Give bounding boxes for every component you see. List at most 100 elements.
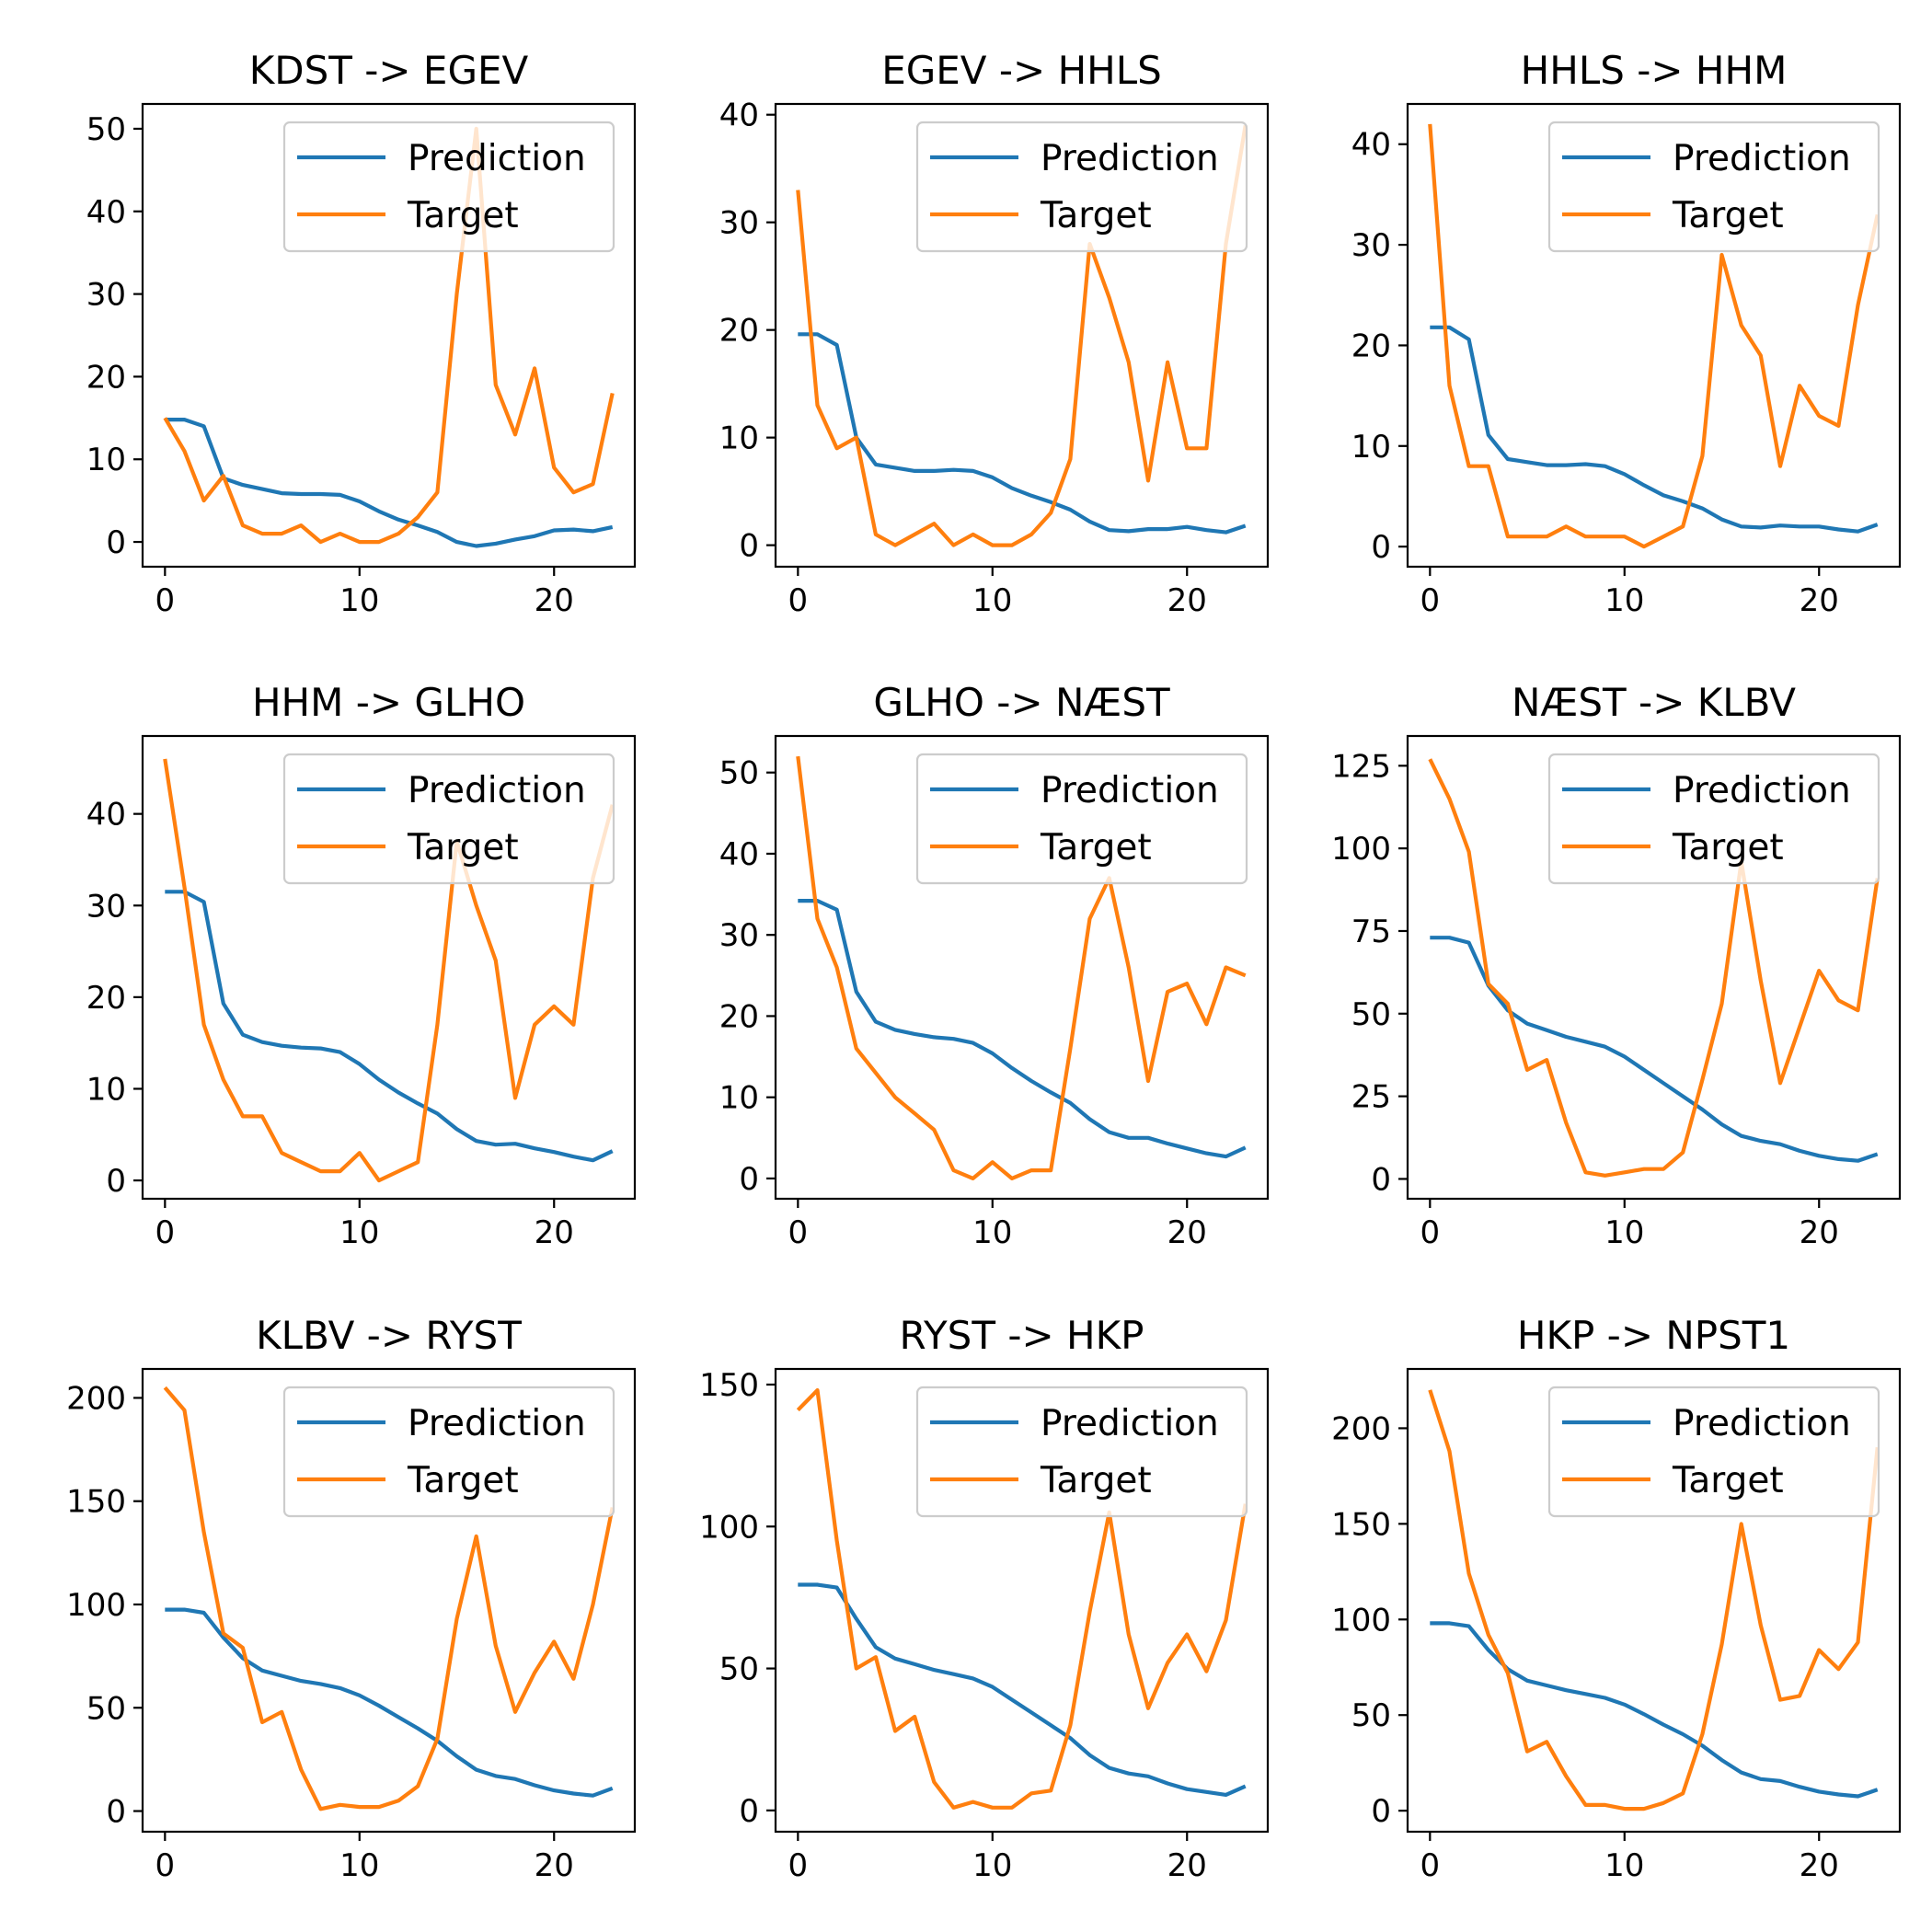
series-group	[796, 1387, 1248, 1810]
y-tick-label: 100	[699, 1509, 759, 1546]
x-tick-label: 10	[972, 582, 1012, 619]
series-group	[1428, 1389, 1880, 1811]
subplot-1: KDST -> EGEV 0 10 20 0 10 20 30 40 50 Prediction Ta…	[86, 48, 637, 619]
y-tick-label: 40	[719, 98, 759, 134]
series-line-prediction	[798, 898, 1247, 1159]
y-tick-label: 10	[86, 442, 126, 478]
axes-frame	[141, 734, 637, 1201]
legend: Prediction Target	[282, 121, 615, 253]
series-line-target	[796, 125, 1248, 547]
axes-frame	[774, 1367, 1270, 1834]
subplot-title: HKP -> NPST1	[1517, 1313, 1790, 1358]
x-tick-label: 0	[155, 1214, 175, 1251]
legend-label-target: Target	[1040, 827, 1152, 868]
legend-label-prediction: Prediction	[1673, 1403, 1851, 1444]
x-tick-label: 20	[535, 1214, 574, 1251]
series-line-target	[163, 126, 615, 545]
subplot-3: HHLS -> HHM 0 10 20 0 10 20 30 40 Prediction Targe…	[1351, 48, 1902, 619]
x-tick-label: 10	[1604, 1847, 1644, 1884]
x-tick-label: 0	[155, 582, 175, 619]
y-tick-label: 0	[106, 524, 126, 561]
y-tick-label: 30	[86, 277, 126, 314]
y-tick-label: 50	[719, 1651, 759, 1688]
x-tick-label: 0	[155, 1847, 175, 1884]
y-tick-label: 200	[66, 1380, 126, 1417]
legend-label-prediction: Prediction	[1673, 770, 1851, 811]
y-tick-label: 0	[106, 1794, 126, 1831]
y-tick-label: 100	[66, 1587, 126, 1624]
y-tick-label: 40	[86, 194, 126, 231]
y-tick-label: 40	[1351, 127, 1391, 164]
axes-frame	[1406, 102, 1902, 569]
subplot-6: NÆST -> KLBV 0 10 20 0 25 50 75 100 125 Prediction…	[1331, 680, 1902, 1251]
series-group	[163, 758, 615, 1183]
legend: Prediction Target	[282, 1386, 615, 1518]
y-tick-label: 150	[699, 1367, 759, 1404]
y-tick-label: 100	[1331, 1602, 1391, 1639]
legend-label-prediction: Prediction	[408, 1403, 586, 1444]
y-tick-label: 150	[66, 1484, 126, 1521]
y-tick-label: 125	[1331, 748, 1391, 785]
x-tick-label: 0	[788, 1214, 808, 1251]
y-tick-label: 50	[1351, 1697, 1391, 1734]
y-tick-label: 30	[719, 205, 759, 242]
series-group	[163, 126, 615, 548]
series-line-prediction	[1430, 936, 1879, 1163]
x-tick-label: 10	[339, 582, 379, 619]
subplot-title: GLHO -> NÆST	[873, 680, 1170, 725]
y-tick-label: 20	[719, 998, 759, 1035]
subplot-title: RYST -> HKP	[900, 1313, 1144, 1358]
legend-box	[1547, 1386, 1880, 1518]
y-tick-label: 50	[86, 1690, 126, 1727]
y-tick-label: 20	[86, 980, 126, 1017]
y-tick-label: 0	[1371, 1161, 1391, 1198]
y-tick-label: 25	[1351, 1079, 1391, 1116]
y-tick-label: 40	[719, 836, 759, 873]
y-tick-label: 40	[86, 797, 126, 834]
legend: Prediction Target	[1547, 121, 1880, 253]
axes-frame	[1406, 1367, 1902, 1834]
legend: Prediction Target	[1547, 753, 1880, 885]
legend-label-target: Target	[1672, 827, 1784, 868]
legend-label-prediction: Prediction	[1673, 138, 1851, 179]
x-tick-label: 20	[1167, 582, 1207, 619]
subplot-title: KDST -> EGEV	[249, 48, 529, 93]
subplot-title: HHLS -> HHM	[1521, 48, 1788, 93]
legend: Prediction Target	[915, 121, 1248, 253]
x-tick-label: 20	[535, 582, 574, 619]
series-line-target	[163, 758, 615, 1183]
legend-box	[1547, 753, 1880, 885]
legend-label-target: Target	[1040, 1460, 1152, 1501]
y-tick-label: 50	[1351, 996, 1391, 1033]
subplot-title: NÆST -> KLBV	[1512, 680, 1796, 725]
series-group	[163, 1386, 615, 1811]
legend-label-prediction: Prediction	[1041, 1403, 1219, 1444]
x-tick-label: 0	[788, 1847, 808, 1884]
x-tick-label: 20	[1800, 1214, 1839, 1251]
x-tick-label: 10	[1604, 1214, 1644, 1251]
x-tick-label: 20	[1800, 1847, 1839, 1884]
series-group	[1428, 758, 1880, 1178]
y-tick-label: 0	[739, 528, 759, 565]
x-tick-label: 10	[1604, 582, 1644, 619]
y-tick-label: 10	[719, 420, 759, 457]
axes-frame	[774, 102, 1270, 569]
y-tick-label: 20	[1351, 328, 1391, 364]
y-tick-label: 10	[1351, 429, 1391, 466]
y-tick-label: 30	[86, 888, 126, 925]
legend-label-target: Target	[407, 827, 519, 868]
series-group	[796, 755, 1247, 1181]
x-tick-label: 20	[1167, 1214, 1207, 1251]
series-line-target	[1428, 123, 1880, 549]
x-tick-label: 10	[339, 1214, 379, 1251]
legend-label-prediction: Prediction	[1041, 138, 1219, 179]
axes-frame	[141, 1367, 637, 1834]
subplot-2: EGEV -> HHLS 0 10 20 0 10 20 30 40 Prediction Targ…	[719, 48, 1270, 619]
series-group	[1428, 123, 1880, 549]
x-tick-label: 0	[1420, 1214, 1440, 1251]
x-tick-label: 20	[1167, 1847, 1207, 1884]
y-tick-label: 50	[719, 755, 759, 792]
series-line-target	[796, 1387, 1248, 1810]
